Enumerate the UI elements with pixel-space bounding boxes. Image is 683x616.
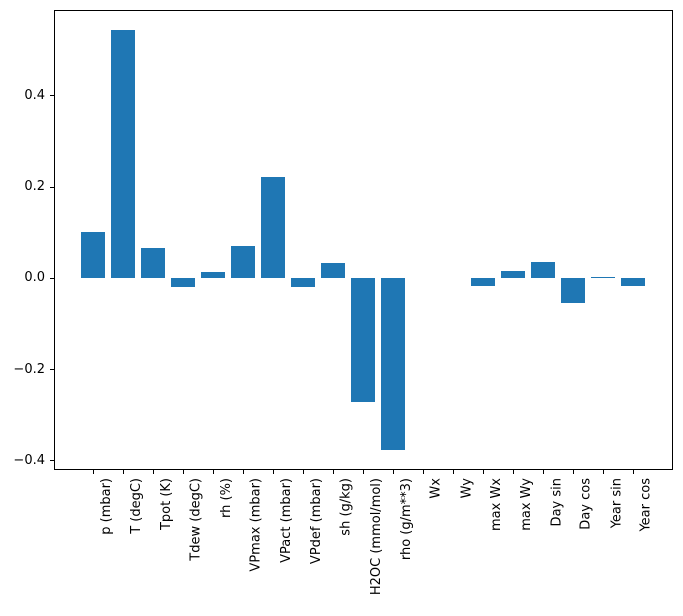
x-tick-day-cos — [573, 470, 574, 474]
x-tick-label-text-day-cos: Day cos — [579, 478, 594, 530]
x-tick-label-text-tpot-k: Tpot (K) — [159, 478, 174, 531]
bar-vpact-mbar — [261, 177, 285, 279]
bar-day-cos — [561, 278, 585, 304]
bar-h2oc-mmol-mol — [351, 278, 375, 402]
x-tick-label-text-rh: rh (%) — [219, 478, 234, 518]
bar-rh — [201, 272, 225, 279]
x-tick-tdew-degc — [183, 470, 184, 474]
x-tick-label-text-vpmax-mbar: VPmax (mbar) — [249, 478, 264, 572]
bar-year-cos — [621, 278, 645, 287]
bar-p-mbar — [81, 232, 105, 279]
x-tick-label-text-vpact-mbar: VPact (mbar) — [279, 478, 294, 563]
bar-day-sin — [531, 262, 555, 279]
bar-vpdef-mbar — [291, 278, 315, 287]
x-tick-day-sin — [543, 470, 544, 474]
y-tick-0-0 — [50, 277, 54, 279]
y-tick-label-0-2: 0.2 — [24, 179, 45, 195]
x-tick-h2oc-mmol-mol — [363, 470, 364, 474]
x-tick-vpmax-mbar — [243, 470, 244, 474]
x-tick-max-wx — [483, 470, 484, 474]
bar-max-wx — [471, 278, 495, 287]
y-tick-label-0-4: 0.4 — [24, 87, 45, 103]
x-tick-label-text-tdew-degc: Tdew (degC) — [189, 478, 204, 561]
x-tick-wx — [423, 470, 424, 474]
y-tick-label-0-4: −0.4 — [13, 452, 45, 468]
x-tick-label-text-year-cos: Year cos — [639, 478, 654, 532]
x-tick-label-text-max-wy: max Wy — [519, 478, 534, 531]
bar-t-degc — [111, 29, 135, 279]
bar-rho-g-m-3 — [381, 278, 405, 450]
x-tick-wy — [453, 470, 454, 474]
bar-tdew-degc — [171, 278, 195, 287]
x-tick-label-text-wx: Wx — [429, 478, 444, 499]
x-tick-label-text-h2oc-mmol-mol: H2OC (mmol/mol) — [369, 478, 384, 596]
x-tick-label-text-rho-g-m-3: rho (g/m**3) — [399, 478, 414, 561]
y-tick-0-2 — [50, 186, 54, 188]
x-tick-p-mbar — [93, 470, 94, 474]
x-tick-max-wy — [513, 470, 514, 474]
x-tick-sh-g-kg — [333, 470, 334, 474]
x-tick-label-text-max-wx: max Wx — [489, 478, 504, 532]
bar-sh-g-kg — [321, 263, 345, 279]
bar-max-wy — [501, 270, 525, 279]
x-tick-label-text-t-degc: T (degC) — [129, 478, 144, 534]
x-tick-rho-g-m-3 — [393, 470, 394, 474]
x-tick-year-cos — [633, 470, 634, 474]
x-tick-t-degc — [123, 470, 124, 474]
y-tick-0-4 — [50, 460, 54, 462]
x-tick-vpact-mbar — [273, 470, 274, 474]
bar-year-sin — [591, 276, 615, 279]
y-tick-label-0-2: −0.2 — [13, 361, 45, 377]
x-tick-label-text-vpdef-mbar: VPdef (mbar) — [309, 478, 324, 565]
x-tick-label-text-p-mbar: p (mbar) — [99, 478, 114, 535]
y-tick-0-2 — [50, 369, 54, 371]
y-tick-0-4 — [50, 95, 54, 97]
x-tick-label-text-day-sin: Day sin — [549, 478, 564, 527]
x-tick-tpot-k — [153, 470, 154, 474]
x-tick-rh — [213, 470, 214, 474]
x-tick-vpdef-mbar — [303, 470, 304, 474]
x-tick-year-sin — [603, 470, 604, 474]
bar-tpot-k — [141, 248, 165, 279]
x-tick-label-text-sh-g-kg: sh (g/kg) — [339, 478, 354, 536]
x-tick-label-text-year-sin: Year sin — [609, 478, 624, 529]
bar-vpmax-mbar — [231, 245, 255, 279]
y-tick-label-0-0: 0.0 — [24, 270, 45, 286]
x-tick-label-text-wy: Wy — [459, 478, 474, 499]
